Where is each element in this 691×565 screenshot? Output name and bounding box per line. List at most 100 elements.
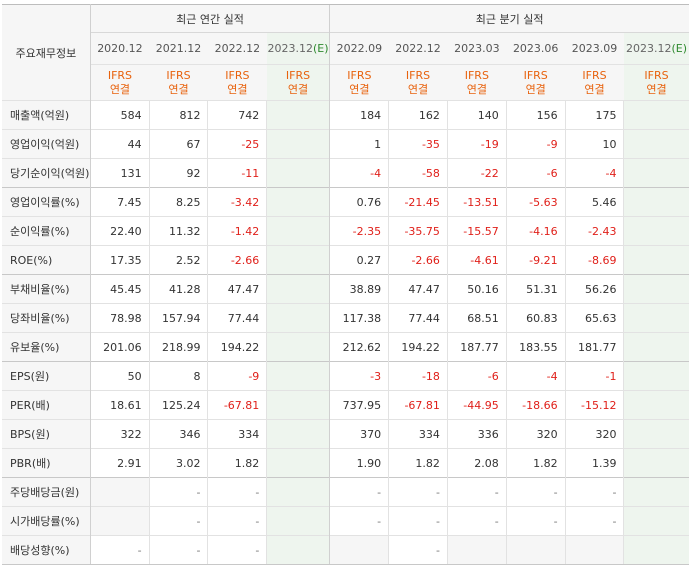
- basis-cell: IFRS 연결: [207, 64, 267, 101]
- value-cell: 67: [148, 129, 208, 159]
- value-cell: [266, 390, 330, 420]
- value-cell: 140: [446, 100, 507, 130]
- value-cell: -: [446, 477, 507, 507]
- basis-cell: IFRS 연결: [447, 64, 507, 101]
- value-cell: 47.47: [388, 274, 448, 304]
- value-cell: 2.91: [89, 448, 150, 478]
- value-cell: [266, 245, 330, 275]
- row-label: 유보율(%): [2, 332, 91, 362]
- basis-consolidation: 연결: [646, 82, 667, 96]
- value-cell: -9.21: [505, 245, 566, 275]
- period-header-row: 2020.12 2021.12 2022.12 2023.12(E) 2022.…: [2, 32, 689, 65]
- table-row: ROE(%) 17.35 2.52 -2.66 0.27 -2.66 -4.61 -9.21-…: [2, 245, 689, 275]
- value-cell: [623, 158, 689, 188]
- basis-consolidation: 연결: [227, 82, 248, 96]
- value-cell: 334: [207, 419, 267, 449]
- basis-consolidation: 연결: [109, 82, 131, 96]
- value-cell: 1.82: [388, 448, 448, 478]
- value-cell: 7.45: [89, 187, 150, 217]
- basis-consolidation: 연결: [349, 82, 370, 96]
- period-q5: 2023.09: [565, 32, 624, 65]
- value-cell: 2.52: [148, 245, 208, 275]
- value-cell: 78.98: [89, 303, 150, 333]
- basis-cell: IFRS 연결: [329, 64, 389, 101]
- value-cell: [266, 419, 330, 449]
- value-cell: 125.24: [148, 390, 208, 420]
- value-cell: 0.27: [329, 245, 389, 275]
- value-cell: [623, 216, 689, 246]
- row-label: EPS(원): [2, 361, 91, 391]
- value-cell: 187.77: [446, 332, 507, 362]
- period-q3: 2023.03: [447, 32, 507, 65]
- value-cell: 320: [564, 419, 624, 449]
- period-a3: 2022.12: [207, 32, 267, 65]
- row-label: 매출액(억원): [2, 100, 91, 130]
- value-cell: [623, 477, 689, 507]
- period-q1: 2022.09: [329, 32, 389, 65]
- row-label: PBR(배): [2, 448, 91, 478]
- basis-consolidation: 연결: [168, 82, 189, 96]
- value-cell: [266, 535, 330, 565]
- value-cell: -19: [446, 129, 507, 159]
- period-q2: 2022.12: [388, 32, 448, 65]
- value-cell: [266, 100, 330, 130]
- value-cell: 1: [329, 129, 389, 159]
- value-cell: 38.89: [329, 274, 389, 304]
- value-cell: -21.45: [388, 187, 448, 217]
- value-cell: [623, 419, 689, 449]
- table-row: EPS(원) 50 8 -9 -3 -18 -6 -4 -1: [2, 361, 689, 391]
- value-cell: 131: [89, 158, 150, 188]
- row-label: 순이익률(%): [2, 216, 91, 246]
- value-cell: 50.16: [446, 274, 507, 304]
- value-cell: [89, 477, 150, 507]
- period-a1: 2020.12: [90, 32, 150, 65]
- value-cell: 1.90: [329, 448, 389, 478]
- value-cell: -: [207, 506, 267, 536]
- basis-header-row: IFRS 연결 IFRS 연결 IFRS 연결 IFRS 연결 IFRS 연결 IFRS 연결 IFRS…: [2, 64, 689, 101]
- basis-consolidation: 연결: [584, 82, 605, 96]
- value-cell: -8.69: [564, 245, 624, 275]
- basis-cell: IFRS 연결: [388, 64, 448, 101]
- basis-standard: IFRS: [107, 68, 133, 82]
- table-row: 당좌비율(%) 78.98 157.94 77.44 117.38 77.44 68.51 6…: [2, 303, 689, 333]
- value-cell: 77.44: [388, 303, 448, 333]
- table-row: 매출액(억원) 584 812 742 184 162 140 156 175: [2, 100, 689, 130]
- value-cell: [266, 158, 330, 188]
- value-cell: 162: [388, 100, 448, 130]
- value-cell: 5.46: [564, 187, 624, 217]
- value-cell: -67.81: [388, 390, 448, 420]
- row-label: 주당배당금(원): [2, 477, 91, 507]
- value-cell: [623, 448, 689, 478]
- value-cell: [266, 361, 330, 391]
- value-cell: 60.83: [505, 303, 566, 333]
- value-cell: -58: [388, 158, 448, 188]
- value-cell: 22.40: [89, 216, 150, 246]
- value-cell: -: [505, 506, 566, 536]
- table-row: 배당성향(%) - - - -: [2, 535, 689, 565]
- value-cell: 11.32: [148, 216, 208, 246]
- value-cell: -5.63: [505, 187, 566, 217]
- value-cell: -3.42: [207, 187, 267, 217]
- value-cell: [266, 332, 330, 362]
- basis-standard: IFRS: [347, 68, 372, 82]
- value-cell: -4: [505, 361, 566, 391]
- value-cell: -: [148, 477, 208, 507]
- row-label: 시가배당률(%): [2, 506, 91, 536]
- value-cell: -67.81: [207, 390, 267, 420]
- value-cell: [623, 535, 689, 565]
- value-cell: 175: [564, 100, 624, 130]
- value-cell: 47.47: [207, 274, 267, 304]
- value-cell: -1.42: [207, 216, 267, 246]
- value-cell: 8.25: [148, 187, 208, 217]
- value-cell: [266, 274, 330, 304]
- value-cell: 218.99: [148, 332, 208, 362]
- value-cell: -: [446, 506, 507, 536]
- period-a2: 2021.12: [149, 32, 208, 65]
- value-cell: [623, 390, 689, 420]
- value-cell: -9: [207, 361, 267, 391]
- value-cell: -18: [388, 361, 448, 391]
- value-cell: 201.06: [89, 332, 150, 362]
- value-cell: [623, 187, 689, 217]
- value-cell: [505, 535, 566, 565]
- value-cell: -15.12: [564, 390, 624, 420]
